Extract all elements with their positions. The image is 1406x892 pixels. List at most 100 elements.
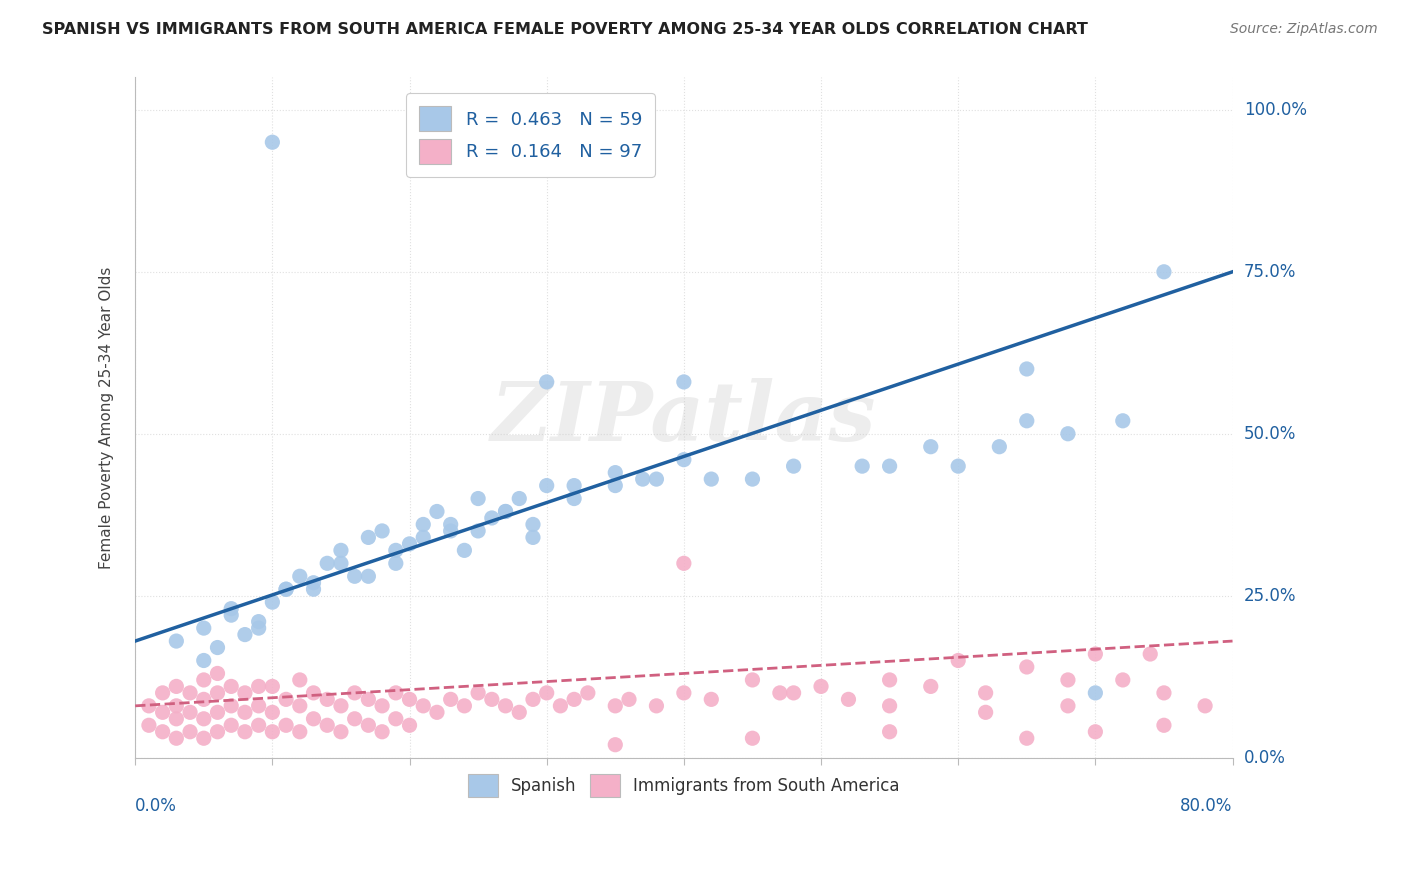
Point [385,557,408,571]
Point [1153,686,1175,700]
Point [302,575,325,590]
Point [207,706,229,720]
Point [412,530,434,544]
Point [426,706,449,720]
Point [879,459,901,474]
Point [769,686,792,700]
Point [1057,673,1080,687]
Point [1153,718,1175,732]
Point [1153,265,1175,279]
Point [700,692,723,706]
Point [219,698,242,713]
Text: Source: ZipAtlas.com: Source: ZipAtlas.com [1230,22,1378,37]
Point [617,692,640,706]
Point [605,738,627,752]
Point [165,731,187,746]
Point [385,543,408,558]
Point [219,601,242,615]
Point [576,686,599,700]
Point [316,692,339,706]
Point [233,627,256,641]
Point [974,706,997,720]
Point [440,517,463,532]
Point [605,698,627,713]
Point [302,582,325,597]
Point [165,698,187,713]
Point [165,634,187,648]
Point [508,491,530,506]
Point [329,698,352,713]
Point [672,686,695,700]
Point [371,724,394,739]
Point [152,686,174,700]
Point [247,698,270,713]
Point [412,517,434,532]
Point [247,718,270,732]
Point [605,466,627,480]
Point [536,375,558,389]
Point [207,686,229,700]
Point [247,615,270,629]
Point [193,692,215,706]
Text: 25.0%: 25.0% [1244,587,1296,605]
Point [274,692,297,706]
Point [343,569,366,583]
Point [357,718,380,732]
Point [1084,724,1107,739]
Point [193,673,215,687]
Text: ZIPatlas: ZIPatlas [491,377,876,458]
Point [810,680,832,694]
Point [1112,414,1135,428]
Point [274,582,297,597]
Point [165,712,187,726]
Point [233,686,256,700]
Text: 50.0%: 50.0% [1244,425,1296,442]
Point [274,582,297,597]
Point [357,692,380,706]
Point [741,673,763,687]
Point [207,724,229,739]
Point [207,666,229,681]
Point [138,718,160,732]
Point [1112,673,1135,687]
Point [879,673,901,687]
Point [262,706,284,720]
Text: 80.0%: 80.0% [1180,797,1233,814]
Point [371,698,394,713]
Point [1015,660,1038,674]
Point [207,640,229,655]
Point [672,452,695,467]
Point [288,569,311,583]
Point [948,459,970,474]
Point [288,698,311,713]
Point [522,517,544,532]
Point [467,524,489,538]
Point [440,524,463,538]
Point [329,557,352,571]
Point [631,472,654,486]
Point [343,686,366,700]
Point [562,478,585,492]
Point [1057,426,1080,441]
Point [302,686,325,700]
Point [193,621,215,635]
Point [165,680,187,694]
Point [1057,698,1080,713]
Point [467,686,489,700]
Point [371,524,394,538]
Text: 0.0%: 0.0% [135,797,177,814]
Point [1015,414,1038,428]
Point [879,698,901,713]
Point [1084,686,1107,700]
Point [193,712,215,726]
Point [398,692,420,706]
Point [879,724,901,739]
Point [219,608,242,623]
Point [288,673,311,687]
Point [262,724,284,739]
Point [481,692,503,706]
Point [948,653,970,667]
Point [495,698,517,713]
Point [562,692,585,706]
Point [193,731,215,746]
